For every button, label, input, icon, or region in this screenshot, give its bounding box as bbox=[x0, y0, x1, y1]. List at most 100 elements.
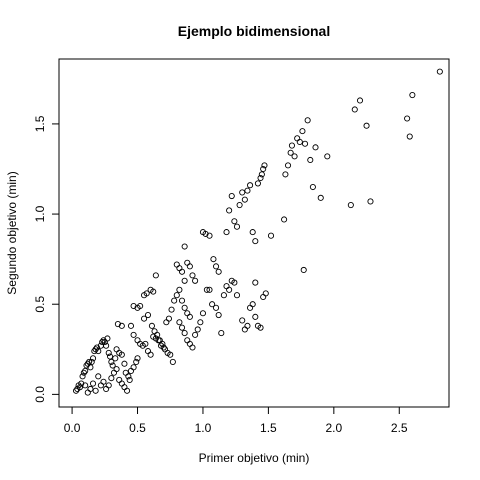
data-point bbox=[108, 375, 115, 382]
data-point bbox=[226, 286, 233, 293]
x-tick-label: 2.0 bbox=[325, 421, 342, 435]
data-point bbox=[150, 288, 157, 295]
data-point bbox=[404, 115, 411, 122]
data-point bbox=[104, 335, 111, 342]
data-point bbox=[168, 306, 175, 313]
data-point bbox=[89, 380, 97, 387]
data-point bbox=[249, 301, 256, 308]
data-point bbox=[72, 387, 80, 394]
data-point bbox=[406, 133, 413, 140]
data-point bbox=[363, 122, 370, 129]
data-point bbox=[118, 351, 125, 358]
data-point bbox=[112, 355, 119, 362]
y-tick-label: 1.5 bbox=[33, 115, 47, 132]
data-point bbox=[249, 229, 256, 236]
data-point bbox=[87, 364, 94, 371]
data-point bbox=[178, 297, 186, 304]
data-point bbox=[252, 238, 259, 245]
data-point bbox=[141, 315, 148, 322]
x-tick-label: 1.5 bbox=[260, 421, 277, 435]
data-point bbox=[241, 196, 248, 203]
data-point bbox=[79, 373, 86, 380]
data-point bbox=[260, 293, 267, 301]
data-point bbox=[181, 304, 188, 311]
data-point bbox=[257, 324, 264, 331]
data-point bbox=[186, 313, 193, 320]
data-point bbox=[181, 330, 188, 337]
data-point bbox=[203, 286, 210, 293]
y-tick-label: 0.5 bbox=[33, 296, 47, 313]
x-tick-label: 0.5 bbox=[129, 421, 146, 435]
data-point bbox=[133, 358, 140, 365]
data-point bbox=[351, 106, 358, 113]
data-point bbox=[281, 216, 288, 223]
data-point bbox=[127, 322, 135, 329]
data-point bbox=[212, 263, 220, 270]
data-point bbox=[86, 358, 93, 365]
data-point bbox=[252, 279, 259, 286]
data-point bbox=[121, 384, 128, 391]
data-point bbox=[173, 292, 180, 299]
data-points bbox=[72, 68, 443, 396]
data-point bbox=[152, 272, 159, 279]
y-axis: 0.0 0.5 1.0 1.5 bbox=[33, 115, 60, 403]
data-point bbox=[178, 268, 186, 275]
data-point bbox=[134, 355, 141, 362]
data-point bbox=[167, 351, 174, 358]
data-point bbox=[160, 344, 167, 351]
data-point bbox=[199, 310, 207, 317]
data-point bbox=[80, 369, 87, 376]
data-point bbox=[210, 256, 217, 263]
data-point bbox=[291, 153, 298, 160]
data-point bbox=[155, 337, 162, 344]
data-point bbox=[287, 149, 294, 156]
data-point bbox=[184, 337, 191, 344]
data-point bbox=[206, 286, 213, 293]
data-point bbox=[307, 156, 314, 164]
data-point bbox=[231, 218, 238, 225]
data-point bbox=[105, 349, 112, 356]
data-point bbox=[189, 272, 196, 279]
data-point bbox=[197, 319, 204, 326]
data-point bbox=[113, 346, 120, 353]
data-point bbox=[258, 171, 265, 178]
data-point bbox=[143, 290, 150, 297]
data-point bbox=[121, 360, 128, 367]
data-point bbox=[92, 387, 99, 394]
data-point bbox=[144, 311, 152, 319]
data-point bbox=[254, 180, 261, 187]
data-point bbox=[106, 353, 114, 360]
data-point bbox=[100, 378, 107, 385]
data-point bbox=[202, 230, 209, 237]
data-point bbox=[233, 292, 241, 299]
y-tick-label: 0.0 bbox=[33, 386, 47, 403]
data-point bbox=[99, 339, 106, 346]
data-point bbox=[192, 331, 199, 338]
data-point bbox=[116, 376, 123, 384]
data-point bbox=[226, 207, 233, 214]
data-point bbox=[194, 326, 201, 333]
chart-title: Ejemplo bidimensional bbox=[178, 23, 330, 39]
data-point bbox=[215, 268, 222, 275]
data-point bbox=[76, 384, 83, 391]
data-point bbox=[212, 304, 220, 311]
data-point bbox=[165, 315, 172, 322]
data-point bbox=[267, 232, 275, 239]
data-point bbox=[436, 68, 443, 75]
data-point bbox=[309, 183, 316, 191]
data-point bbox=[262, 290, 269, 297]
data-point bbox=[288, 142, 296, 149]
data-point bbox=[247, 182, 254, 189]
data-point bbox=[125, 373, 132, 380]
data-point bbox=[87, 385, 94, 393]
data-point bbox=[181, 277, 188, 284]
data-point bbox=[147, 351, 154, 358]
data-point bbox=[137, 302, 144, 310]
data-point bbox=[148, 322, 155, 329]
data-point bbox=[239, 317, 246, 324]
data-point bbox=[186, 263, 193, 270]
data-point bbox=[78, 380, 85, 387]
data-point bbox=[181, 243, 188, 250]
data-point bbox=[301, 140, 309, 147]
